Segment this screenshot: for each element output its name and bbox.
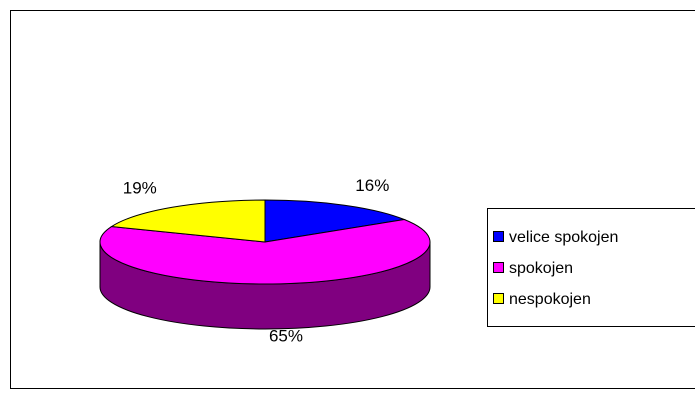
slice bbox=[264, 199, 407, 243]
legend-box bbox=[487, 208, 695, 327]
legend-label: spokojen bbox=[509, 260, 573, 277]
legend-swatch bbox=[493, 293, 504, 304]
data-label: 16% bbox=[355, 176, 389, 195]
data-label: 65% bbox=[269, 327, 303, 346]
legend-swatch bbox=[493, 262, 504, 273]
data-label: 19% bbox=[123, 179, 157, 198]
legend-label: nespokojen bbox=[509, 291, 591, 308]
chart-frame bbox=[10, 10, 695, 389]
legend-swatch bbox=[493, 231, 504, 242]
slice bbox=[99, 218, 431, 285]
slice bbox=[110, 199, 266, 243]
legend-label: velice spokojen bbox=[509, 229, 618, 246]
legend: velice spokojen spokojen nespokojen bbox=[493, 229, 618, 308]
